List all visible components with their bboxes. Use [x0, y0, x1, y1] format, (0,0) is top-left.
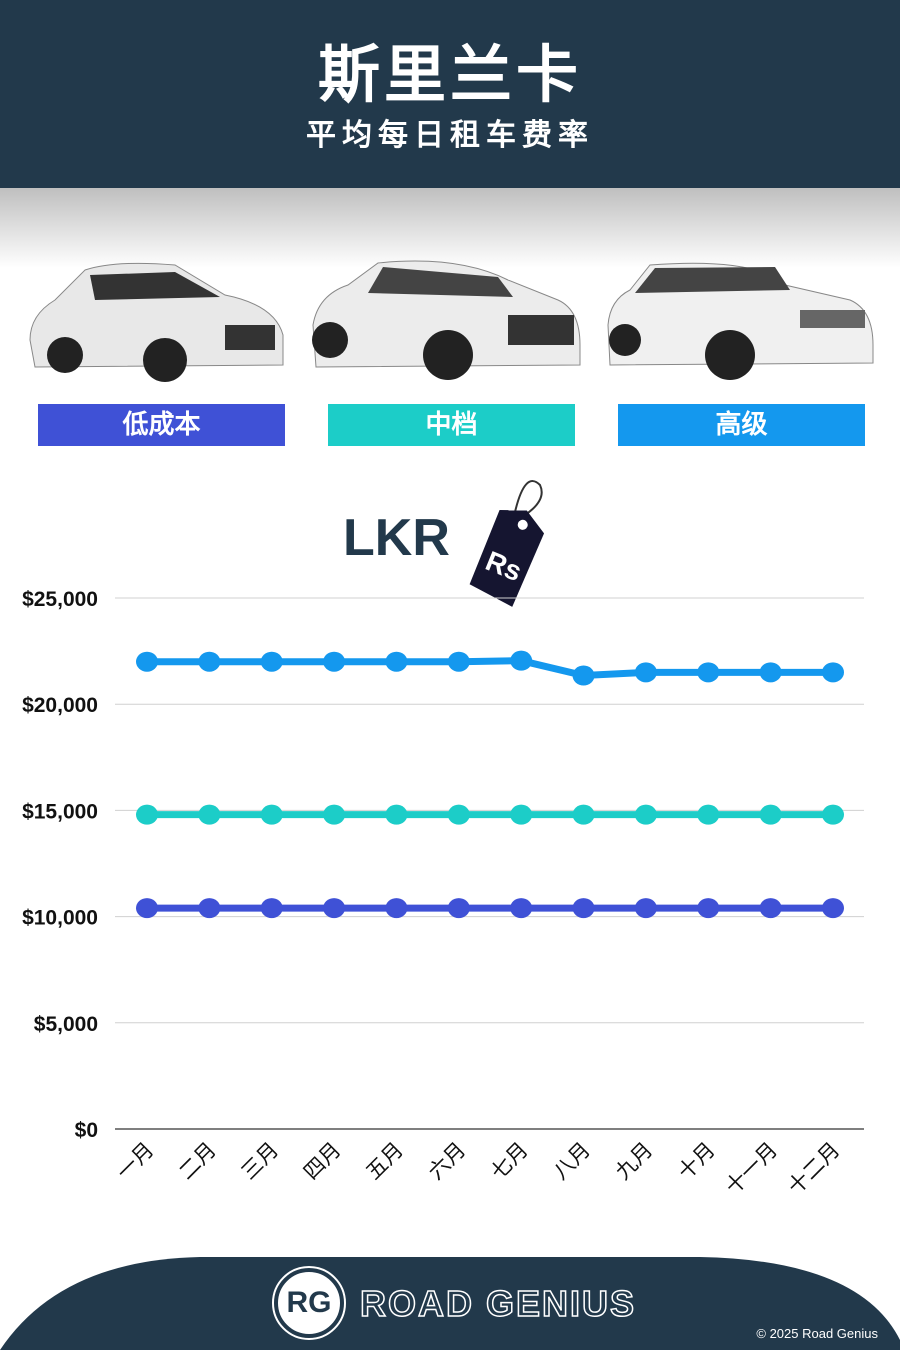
page-subtitle: 平均每日租车费率 [306, 118, 594, 153]
data-point [634, 662, 657, 683]
line-chart: $0 $5,000 $10,000 $15,000 $20,000 $25,000 一月 二月… [22, 588, 864, 1200]
data-point [260, 804, 283, 825]
data-point [385, 651, 408, 672]
luxury-suv-image [607, 262, 874, 380]
data-point [447, 898, 470, 919]
data-point [447, 804, 470, 825]
y-tick-label: $5,000 [34, 1013, 98, 1036]
data-point [260, 651, 283, 672]
data-point [697, 662, 720, 683]
data-point [822, 898, 844, 919]
y-tick-label: $15,000 [22, 800, 98, 823]
x-tick-label: 七月 [486, 1138, 533, 1185]
x-tick-label: 十一月 [721, 1138, 783, 1200]
economy-car-image [29, 262, 284, 382]
data-point [759, 898, 782, 919]
x-tick-label: 五月 [361, 1138, 408, 1185]
series-line [147, 657, 833, 680]
data-point [634, 804, 657, 825]
x-tick-label: 十月 [673, 1138, 720, 1185]
y-tick-label: $25,000 [22, 588, 98, 611]
data-point [510, 804, 533, 825]
data-point [198, 804, 221, 825]
header-shadow [0, 188, 900, 268]
x-tick-label: 四月 [299, 1138, 346, 1185]
data-point [822, 662, 844, 683]
data-point [572, 665, 595, 686]
x-tick-label: 八月 [548, 1138, 595, 1185]
data-point [198, 898, 221, 919]
x-tick-label: 九月 [611, 1138, 658, 1185]
data-point [136, 651, 158, 672]
data-point [323, 898, 346, 919]
data-point [759, 804, 782, 825]
price-tag-icon: Rs [469, 480, 545, 607]
y-tick-label: $20,000 [22, 694, 98, 717]
data-point [136, 804, 158, 825]
data-point [260, 898, 283, 919]
x-tick-label: 三月 [237, 1138, 284, 1185]
data-point [447, 651, 470, 672]
footer-background [0, 1257, 900, 1350]
category-luxury: 高级 [618, 404, 865, 446]
y-tick-label: $10,000 [22, 907, 98, 930]
road-genius-logo: RG [272, 1266, 346, 1340]
data-point [572, 804, 595, 825]
x-tick-label: 二月 [174, 1138, 221, 1185]
data-point [759, 662, 782, 683]
data-point [572, 898, 595, 919]
x-tick-label: 十二月 [783, 1138, 845, 1200]
data-point [323, 804, 346, 825]
data-point [385, 898, 408, 919]
data-point [822, 804, 844, 825]
category-economy: 低成本 [38, 404, 285, 446]
data-point [323, 651, 346, 672]
data-point [510, 898, 533, 919]
x-tick-label: 一月 [112, 1138, 159, 1185]
header: 斯里兰卡 平均每日租车费率 [0, 0, 900, 188]
category-midsize: 中档 [328, 404, 575, 446]
data-point [385, 804, 408, 825]
copyright: © 2025 Road Genius [756, 1326, 878, 1341]
brand-name: ROAD GENIUS [359, 1282, 637, 1325]
midsize-suv-image [312, 260, 581, 380]
data-point [198, 651, 221, 672]
data-point [510, 650, 533, 671]
data-point [697, 804, 720, 825]
currency-code: LKR [343, 509, 450, 567]
data-point [697, 898, 720, 919]
data-point [136, 898, 158, 919]
page-title: 斯里兰卡 [317, 38, 582, 111]
x-tick-label: 六月 [424, 1138, 471, 1185]
data-point [634, 898, 657, 919]
y-tick-label: $0 [75, 1119, 98, 1142]
